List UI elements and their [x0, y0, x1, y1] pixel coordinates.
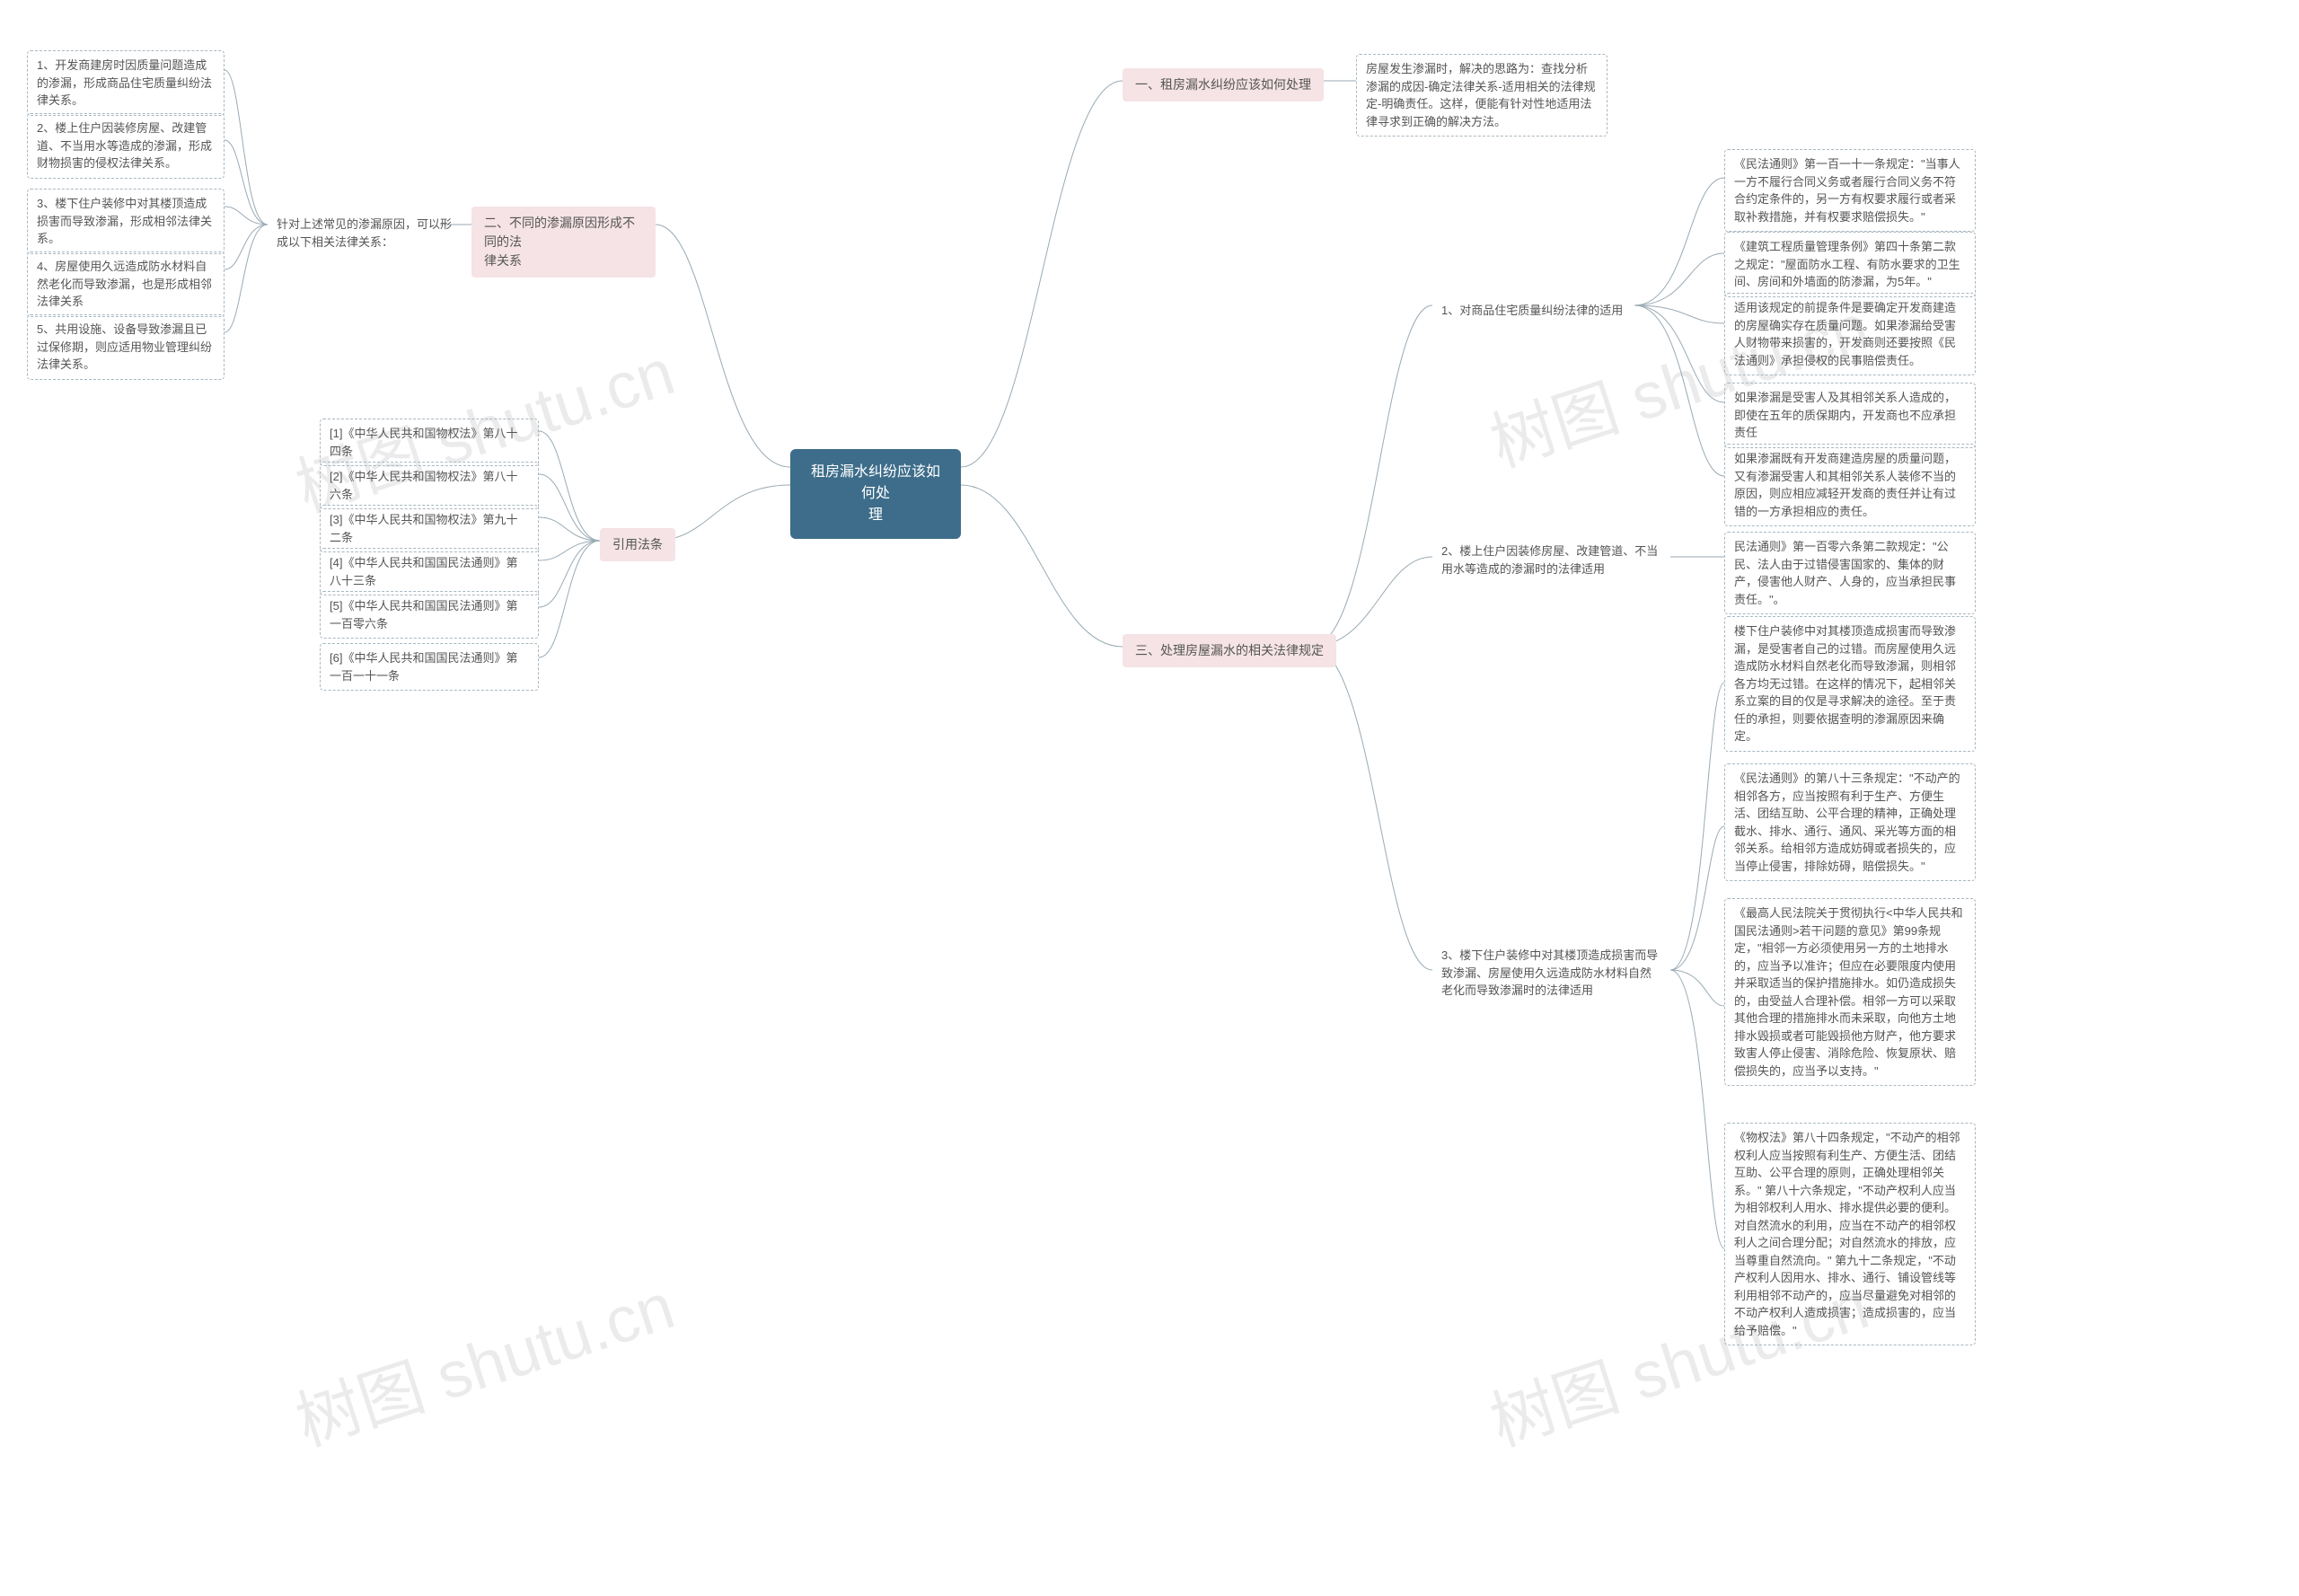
leaf-lref-d: [4]《中华人民共和国国民法通则》第八十三条	[320, 548, 539, 595]
leaf-lref-b: [2]《中华人民共和国物权法》第八十六条	[320, 462, 539, 509]
watermark: 树图 shutu.cn	[282, 1253, 683, 1464]
leaf-r3-s1-b: 《建筑工程质量管理条例》第四十条第二款之规定："屋面防水工程、有防水要求的卫生间…	[1724, 232, 1976, 297]
leaf-r1: 房屋发生渗漏时，解决的思路为：查找分析渗漏的成因-确定法律关系-适用相关的法律规…	[1356, 54, 1608, 137]
sub-r3-s3: 3、楼下住户装修中对其楼顶造成损害而导致渗漏、房屋使用久远造成防水材料自然老化而…	[1432, 941, 1670, 1005]
leaf-l2-e: 5、共用设施、设备导致渗漏且已过保修期，则应适用物业管理纠纷法律关系。	[27, 314, 225, 380]
sub-r3-s2: 2、楼上住户因装修房屋、改建管道、不当用水等造成的渗漏时的法律适用	[1432, 537, 1670, 583]
sub-l2: 针对上述常见的渗漏原因，可以形成以下相关法律关系：	[268, 210, 465, 256]
leaf-lref-f: [6]《中华人民共和国国民法通则》第一百一十一条	[320, 643, 539, 691]
center-title-line1: 租房漏水纠纷应该如何处	[810, 462, 941, 505]
branch-lref: 引用法条	[600, 528, 675, 561]
branch-r3: 三、处理房屋漏水的相关法律规定	[1123, 634, 1336, 667]
leaf-r3-s1-e: 如果渗漏既有开发商建造房屋的质量问题，又有渗漏受害人和其相邻关系人装修不当的原因…	[1724, 444, 1976, 526]
leaf-l2-b: 2、楼上住户因装修房屋、改建管道、不当用水等造成的渗漏，形成财物损害的侵权法律关…	[27, 113, 225, 179]
leaf-r3-s3-d: 《物权法》第八十四条规定，"不动产的相邻权利人应当按照有利生产、方便生活、团结互…	[1724, 1123, 1976, 1345]
leaf-r3-s1-a: 《民法通则》第一百一十一条规定："当事人一方不履行合同义务或者履行合同义务不符合…	[1724, 149, 1976, 232]
center-title-line2: 理	[810, 505, 941, 526]
branch-l2: 二、不同的渗漏原因形成不同的法 律关系	[471, 207, 656, 278]
leaf-r3-s3-b: 《民法通则》的第八十三条规定："不动产的相邻各方，应当按照有利于生产、方便生活、…	[1724, 763, 1976, 881]
leaf-r3-s3-a: 楼下住户装修中对其楼顶造成损害而导致渗漏，是受害者自己的过错。而房屋使用久远造成…	[1724, 616, 1976, 752]
branch-l2-line2: 律关系	[484, 251, 643, 270]
leaf-lref-e: [5]《中华人民共和国国民法通则》第一百零六条	[320, 591, 539, 639]
branch-r1: 一、租房漏水纠纷应该如何处理	[1123, 68, 1324, 101]
sub-r3-s1: 1、对商品住宅质量纠纷法律的适用	[1432, 296, 1632, 325]
branch-l2-line1: 二、不同的渗漏原因形成不同的法	[484, 214, 643, 251]
leaf-r3-s2-a: 民法通则》第一百零六条第二款规定："公民、法人由于过错侵害国家的、集体的财产，侵…	[1724, 532, 1976, 614]
leaf-r3-s1-d: 如果渗漏是受害人及其相邻关系人造成的，即使在五年的质保期内，开发商也不应承担责任	[1724, 383, 1976, 448]
leaf-l2-c: 3、楼下住户装修中对其楼顶造成损害而导致渗漏，形成相邻法律关系。	[27, 189, 225, 254]
leaf-lref-c: [3]《中华人民共和国物权法》第九十二条	[320, 505, 539, 552]
leaf-r3-s1-c: 适用该规定的前提条件是要确定开发商建造的房屋确实存在质量问题。如果渗漏给受害人财…	[1724, 293, 1976, 375]
leaf-lref-a: [1]《中华人民共和国物权法》第八十四条	[320, 419, 539, 466]
center-node: 租房漏水纠纷应该如何处 理	[790, 449, 961, 539]
leaf-l2-a: 1、开发商建房时因质量问题造成的渗漏，形成商品住宅质量纠纷法律关系。	[27, 50, 225, 116]
leaf-r3-s3-c: 《最高人民法院关于贯彻执行<中华人民共和国民法通则>若干问题的意见》第99条规定…	[1724, 898, 1976, 1086]
leaf-l2-d: 4、房屋使用久远造成防水材料自然老化而导致渗漏，也是形成相邻法律关系	[27, 251, 225, 317]
